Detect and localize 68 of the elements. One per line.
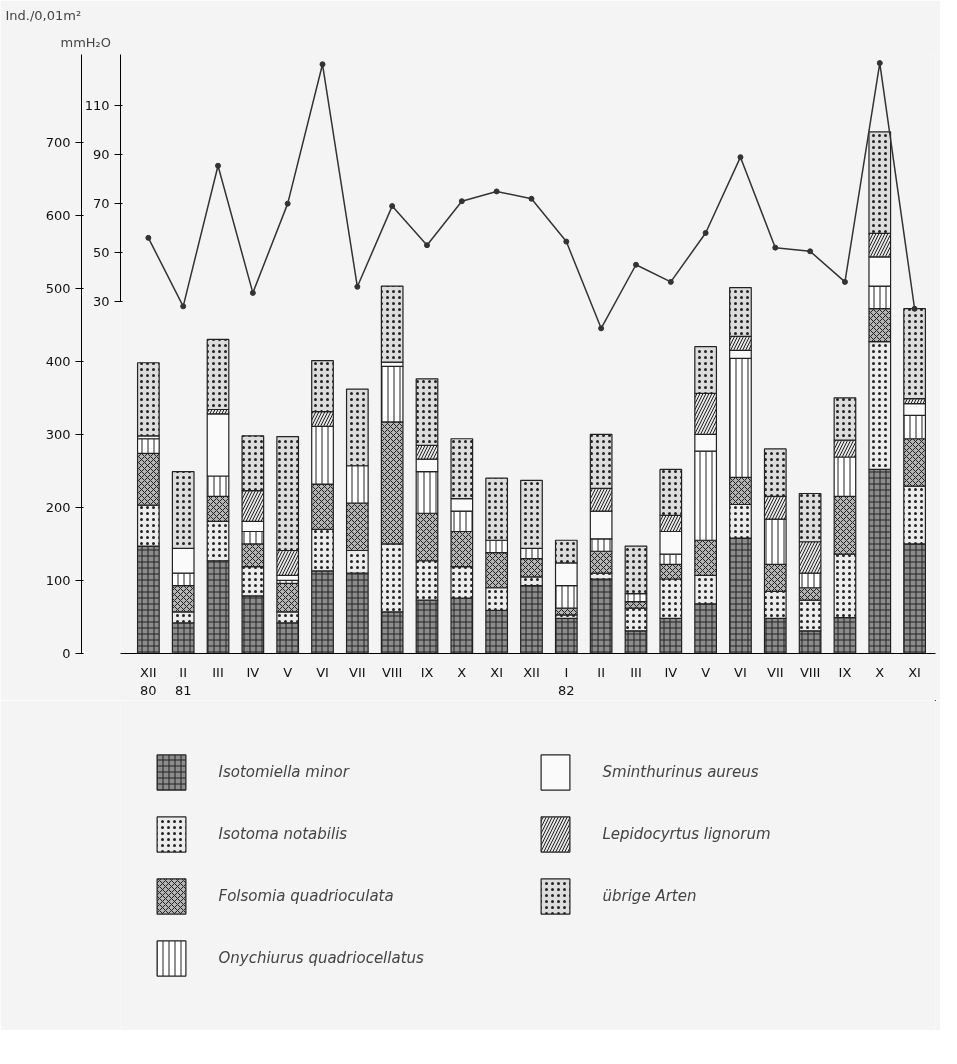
y-tick-label: 200: [45, 499, 71, 515]
legend-label: Onychiurus quadriocellatus: [218, 949, 425, 967]
x-tick-label: V: [283, 664, 293, 680]
y-tick-label: 0: [62, 646, 71, 661]
x-tick-label: IX: [838, 664, 852, 680]
x-tick-label: V: [701, 664, 711, 680]
x-tick-label: IX: [420, 664, 434, 680]
point: [215, 162, 222, 169]
x-tick-label: VIII: [799, 664, 821, 680]
legend-label: Sminthurinus aureus: [602, 763, 760, 781]
y2-tick-label: 30: [92, 293, 110, 309]
y-tick-label: 700: [45, 134, 71, 150]
x-tick-label: VII: [767, 664, 784, 680]
x-tick-label: XII 80: [140, 664, 157, 698]
point: [389, 203, 396, 210]
y2-tick-label: 90: [92, 147, 110, 163]
point: [493, 188, 500, 195]
x-tick-label: II 81: [174, 664, 192, 698]
point: [911, 305, 918, 312]
point: [563, 238, 570, 245]
x-tick-label: VI: [316, 664, 329, 680]
point: [319, 61, 326, 68]
x-tick-label: III: [630, 664, 642, 680]
point: [249, 289, 256, 296]
point: [528, 195, 535, 202]
legend-label: Folsomia quadrioculata: [218, 887, 395, 905]
x-tick-label: I 82: [558, 664, 575, 698]
y-tick-label: 500: [45, 280, 71, 296]
point: [284, 200, 291, 207]
x-tick-label: X: [457, 664, 467, 680]
legend-label: Isotomiella minor: [218, 763, 351, 781]
x-tick-label: III: [212, 664, 224, 680]
x-tick-label: XII: [523, 664, 540, 680]
x-tick-label: VI: [734, 664, 747, 680]
point: [145, 234, 152, 241]
point: [807, 248, 814, 255]
point: [354, 283, 361, 290]
point: [598, 325, 605, 332]
y-tick-label: 400: [45, 353, 71, 369]
legend-label: Lepidocyrtus lignorum: [602, 825, 772, 843]
y2-axis-title: mmH₂O: [60, 34, 112, 50]
point: [458, 198, 465, 205]
x-tick-label: IV: [664, 664, 678, 680]
point: [702, 229, 709, 236]
y2-tick-label: 70: [92, 196, 110, 212]
x-tick-label: XI: [908, 664, 921, 680]
legend-label: übrige Arten: [602, 887, 698, 905]
x-tick-label: VII: [349, 664, 366, 680]
x-tick-label: XI: [490, 664, 504, 680]
y-tick-label: 600: [45, 207, 71, 223]
y-tick-label: 100: [45, 572, 71, 588]
x-tick-label: IV: [246, 664, 260, 680]
point: [841, 278, 848, 285]
point: [876, 60, 883, 67]
x-tick-label: II: [597, 664, 605, 680]
point: [772, 244, 779, 251]
x-tick-label: VIII: [381, 664, 403, 680]
point: [180, 303, 187, 310]
y2-tick-label: 50: [92, 245, 110, 261]
x-tick-label: X: [875, 664, 885, 680]
y-axis-title: Ind./0,01m²: [5, 7, 82, 23]
point: [667, 278, 674, 285]
point: [737, 154, 744, 161]
y2-tick-label: 110: [84, 98, 110, 114]
point: [424, 242, 430, 249]
y-tick-label: 300: [45, 426, 71, 442]
point: [632, 261, 639, 268]
legend-label: Isotoma notabilis: [218, 825, 349, 843]
